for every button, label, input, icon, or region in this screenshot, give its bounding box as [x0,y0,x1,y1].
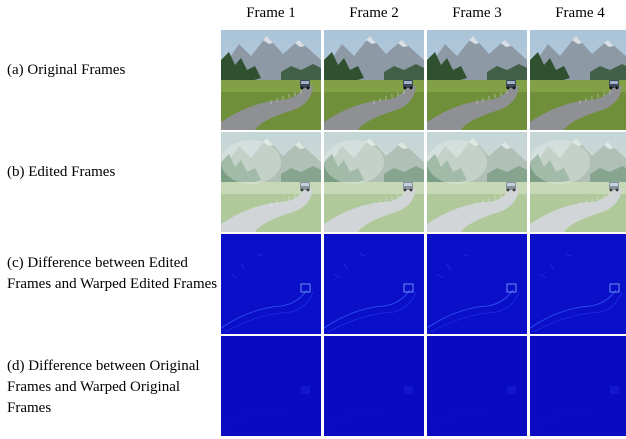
diff-edited-frame-3 [427,234,527,334]
diff-original-frame-1 [221,336,321,436]
diff-original-frame-4 [530,336,626,436]
row-label-diff-edited: (c) Difference between Edited Frames and… [7,255,218,292]
edited-frame-1 [221,132,321,232]
row-label-diff-original: (d) Difference between Original Frames a… [7,358,200,416]
edited-frame-3 [427,132,527,232]
column-header-frame-1: Frame 1 [246,5,296,21]
diff-edited-frame-1 [221,234,321,334]
original-frame-1 [221,30,321,130]
diff-original-frame-2 [324,336,424,436]
original-frame-2 [324,30,424,130]
row-label-edited: (b) Edited Frames [7,164,116,180]
row-label-original: (a) Original Frames [7,62,126,78]
original-frame-3 [427,30,527,130]
edited-frame-2 [324,132,424,232]
original-frame-4 [530,30,626,130]
column-header-frame-3: Frame 3 [452,5,502,21]
edited-frame-4 [530,132,626,232]
diff-edited-frame-4 [530,234,626,334]
column-header-frame-4: Frame 4 [555,5,605,21]
diff-edited-frame-2 [324,234,424,334]
column-header-frame-2: Frame 2 [349,5,399,21]
diff-original-frame-3 [427,336,527,436]
